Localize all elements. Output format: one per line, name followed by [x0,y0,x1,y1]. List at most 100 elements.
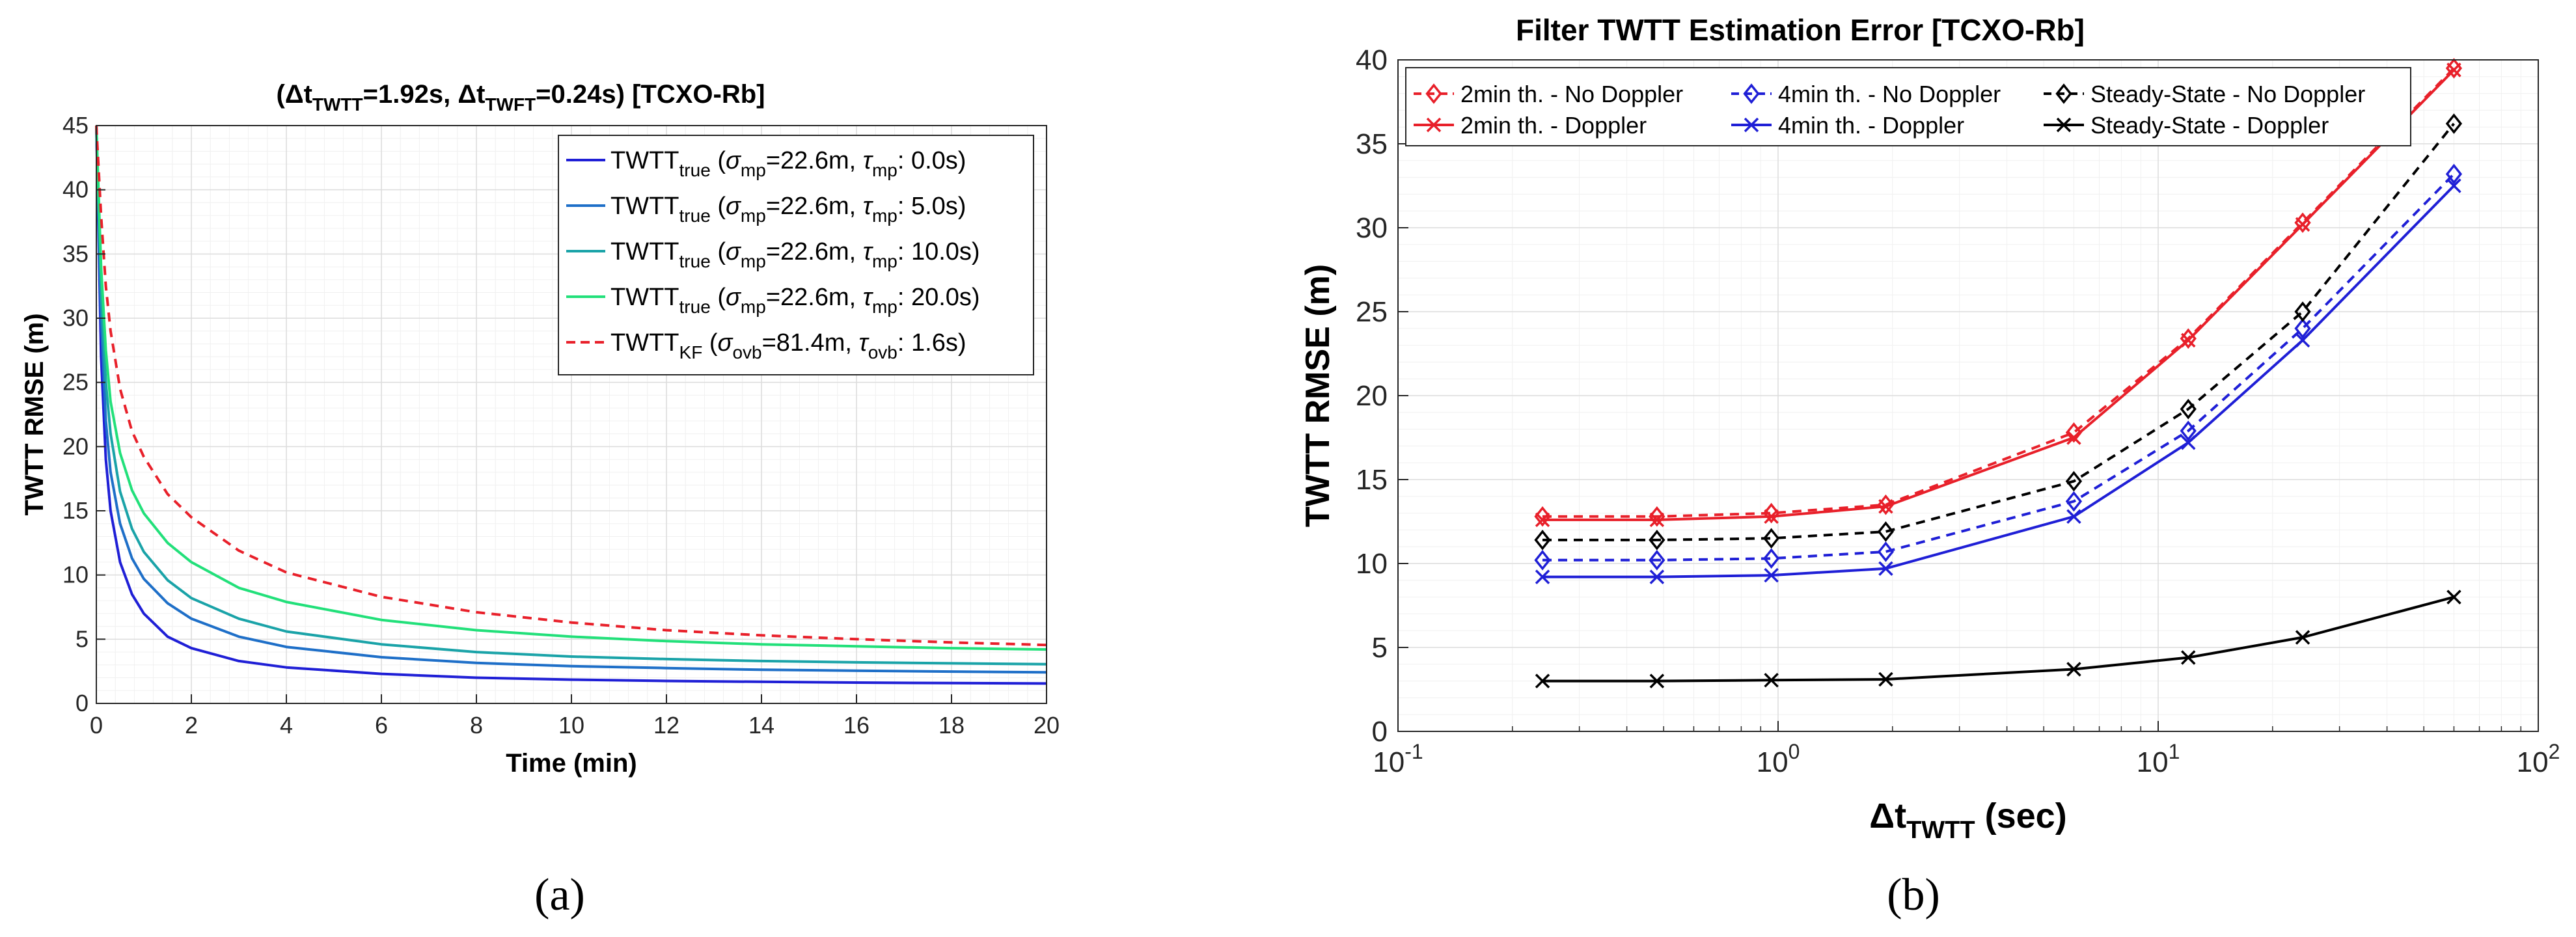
chart-a-ytick-label: 20 [62,433,89,459]
chart-b-point-6 [1878,672,1893,687]
chart-b-point-2-stroke [2446,62,2461,77]
chart-b-legend-marker [1744,117,1759,133]
chart-a-ytick-label: 40 [62,176,89,203]
chart-a-title: (ΔtTWTT=1.92s, ΔtTWFT=0.24s) [TCXO-Rb] [277,80,765,115]
chart-b-legend-label: 2min th. - Doppler [1460,112,1647,139]
chart-a-ytick-label: 35 [62,240,89,267]
chart-b-ytick-label: 10 [1356,548,1388,580]
chart-a-ytick-label: 25 [62,369,89,396]
chart-b: Filter TWTT Estimation Error [TCXO-Rb] 1… [1299,13,2560,844]
chart-a-xtick-label: 2 [185,712,198,739]
chart-b-legend-marker-stroke [1426,117,1442,133]
chart-a: (ΔtTWTT=1.92s, ΔtTWFT=0.24s) [TCXO-Rb] 0… [20,80,1060,778]
chart-a-legend: TWTTtrue (σmp=22.6m, τmp: 0.0s) TWTTtrue … [558,135,1034,375]
chart-a-xtick-label: 16 [843,712,870,739]
chart-a-ticks: 0 2 4 6 8 10 12 14 16 18 20 0 5 10 15 20 25 30 35 40 45 [62,112,1060,739]
chart-a-legend-label: TWTTKF (σovb=81.4m, τovb: 1.6s) [610,329,966,362]
chart-b-grid [1397,59,2539,732]
chart-a-ylabel: TWTT RMSE (m) [20,313,49,515]
chart-a-xtick-label: 20 [1034,712,1060,739]
chart-b-series [1534,58,2463,688]
chart-b-ytick-label: 20 [1356,380,1388,412]
chart-b-point-2 [2295,217,2310,232]
chart-b-point-6 [1649,673,1665,688]
chart-b-point-6 [2181,650,2196,665]
chart-b-legend-marker [1426,117,1442,133]
chart-b-legend-label: 2min th. - No Doppler [1460,81,1683,107]
chart-b-point-4-stroke [2181,435,2196,450]
chart-a-xtick-label: 14 [748,712,774,739]
chart-b-point-5 [1534,530,1551,550]
chart-b-point-6 [2295,630,2310,645]
chart-b-point-5 [2445,113,2463,134]
chart-b-ytick-label: 15 [1356,464,1388,496]
chart-b-series-line-6 [1542,595,2454,683]
chart-b-point-6-stroke [1878,672,1893,687]
chart-b-point-4-stroke [1764,567,1779,583]
chart-b-ytick-label: 25 [1356,296,1388,328]
chart-b-legend-marker [1743,83,1760,104]
chart-a-series-line-1 [95,125,1047,685]
chart-a-ytick-label: 30 [62,305,89,331]
chart-b-ylabel: TWTT RMSE (m) [1299,264,1337,527]
chart-b-point-4-stroke [1649,569,1665,584]
chart-b-point-6 [1535,673,1550,688]
chart-a-xlabel: Time (min) [506,749,637,778]
panel-label-b: (b) [1887,870,1940,920]
chart-b-point-5 [2180,398,2197,420]
chart-a-xtick-label: 6 [375,712,388,739]
chart-b-point-4 [2181,435,2196,450]
chart-b-point-2-stroke [2066,430,2081,445]
chart-b-point-3 [1763,548,1780,569]
chart-b-point-2 [2446,62,2461,77]
chart-b-point-2 [2181,333,2196,348]
chart-b-legend-marker [2056,117,2072,133]
chart-b-point-6-stroke [1764,673,1779,688]
chart-b-legend-marker-stroke [1744,117,1759,133]
chart-b-legend-box [1405,67,2411,146]
chart-b-point-3 [1649,550,1665,571]
chart-b-point-6-stroke [2181,650,2196,665]
chart-b-point-6-stroke [2295,630,2310,645]
chart-b-legend-marker-stroke [2056,117,2072,133]
chart-b-legend-label: 4min th. - Doppler [1778,112,1964,139]
chart-b-ytick-label: 0 [1372,716,1388,748]
chart-a-legend-label: TWTTtrue (σmp=22.6m, τmp: 10.0s) [610,238,980,271]
chart-b-series-line-5 [1542,122,2455,541]
chart-b-xtick-label: 101 [2137,740,2180,778]
chart-a-series [95,125,1047,685]
chart-b-point-2-stroke [1764,509,1779,524]
chart-b-point-2 [1878,499,1893,514]
chart-b-ytick-label: 35 [1356,128,1388,160]
chart-b-point-2 [1535,512,1550,528]
chart-b-point-6-stroke [1649,673,1665,688]
chart-a-series-line-5 [95,125,1047,647]
chart-a-ytick-label: 15 [62,497,89,524]
chart-b-point-6-stroke [1535,673,1550,688]
chart-b-series-line-2 [1542,69,2455,521]
chart-b-legend: 2min th. - No Doppler 2min th. - Doppler 4… [1405,67,2411,146]
chart-b-xtick-label: 100 [1757,740,1800,778]
chart-b-point-3 [2294,318,2311,339]
chart-b-legend-marker [1425,83,1442,104]
chart-a-series-line-4 [95,125,1047,651]
chart-b-series-line-3 [1542,173,2455,562]
chart-b-legend-label: 4min th. - No Doppler [1778,81,2001,107]
chart-b-point-4 [1535,569,1550,584]
chart-b-point-4-stroke [2066,509,2081,524]
chart-b-point-2-stroke [2295,217,2310,232]
chart-b-legend-label: Steady-State - No Doppler [2090,81,2365,107]
chart-b-point-2 [2066,430,2081,445]
chart-a-legend-label: TWTTtrue (σmp=22.6m, τmp: 5.0s) [610,193,966,226]
chart-a-ytick-label: 45 [62,112,89,139]
chart-b-point-3 [1877,541,1895,562]
chart-b-point-5 [1763,528,1780,549]
chart-b-point-6-stroke [2066,662,2081,677]
chart-b-point-1 [1763,502,1780,524]
chart-a-ytick-label: 0 [75,690,89,716]
chart-b-ytick-label: 30 [1356,212,1388,244]
chart-a-xtick-label: 10 [558,712,584,739]
chart-b-point-1 [1649,506,1665,527]
chart-b-point-5 [2294,301,2311,322]
chart-b-point-2 [1649,512,1665,528]
